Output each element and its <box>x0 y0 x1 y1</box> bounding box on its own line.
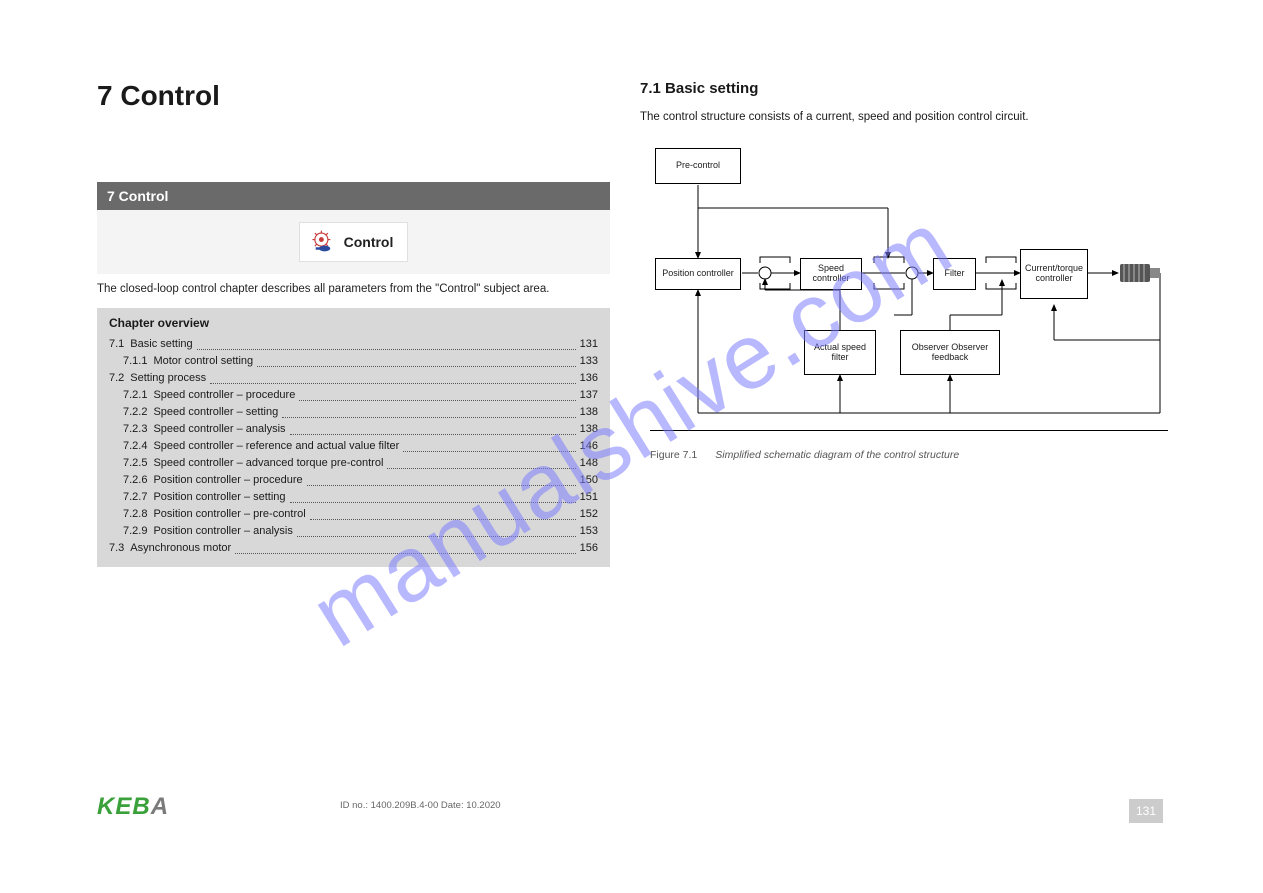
toc-page: 138 <box>580 404 598 421</box>
toc-label: Asynchronous motor <box>130 540 231 557</box>
toc-entry[interactable]: 7.3 Asynchronous motor 156 <box>109 540 598 557</box>
toc-page: 156 <box>580 540 598 557</box>
toc-leader-dots <box>290 486 576 503</box>
toc-page: 136 <box>580 370 598 387</box>
toc-number: 7.2.9 <box>123 523 147 540</box>
caption-text: Simplified schematic diagram of the cont… <box>715 449 959 461</box>
control-button: Control <box>299 222 409 262</box>
toc-leader-dots <box>257 350 576 367</box>
toc-page: 151 <box>580 489 598 506</box>
toc-page: 133 <box>580 353 598 370</box>
toc-leader-dots <box>282 401 575 418</box>
toc-number: 7.2 <box>109 370 124 387</box>
motor-icon <box>1118 258 1164 288</box>
toc-number: 7.2.7 <box>123 489 147 506</box>
toc-number: 7.2.1 <box>123 387 147 404</box>
toc-number: 7.1 <box>109 336 124 353</box>
toc-page: 131 <box>580 336 598 353</box>
block-current-torque-controller: Current/torque controller <box>1020 249 1088 299</box>
toc-page: 148 <box>580 455 598 472</box>
toc-leader-dots <box>307 469 576 486</box>
toc-leader-dots <box>387 452 575 469</box>
block-filter: Filter <box>933 258 976 290</box>
block-actual-speed-filter: Actual speed filter <box>804 330 876 375</box>
footer-id: ID no.: 1400.209B.4-00 Date: 10.2020 <box>340 800 501 811</box>
toc-leader-dots <box>235 537 575 554</box>
toc-leader-dots <box>210 367 576 384</box>
chapter-contents-title: Chapter overview <box>109 316 598 330</box>
toc-page: 137 <box>580 387 598 404</box>
diagram-caption: Figure 7.1 Simplified schematic diagram … <box>650 443 1168 461</box>
toc: 7.1Basic setting1317.1.1Motor control se… <box>109 336 598 558</box>
toc-number: 7.2.3 <box>123 421 147 438</box>
toc-number: 7.1.1 <box>123 353 147 370</box>
toc-leader-dots <box>310 503 576 520</box>
control-icon-row: Control <box>97 210 610 274</box>
toc-page: 152 <box>580 506 598 523</box>
toc-page: 150 <box>580 472 598 489</box>
control-structure-diagram: Pre-control Position controller Speed co… <box>650 145 1168 440</box>
section-header: 7 Control <box>97 182 610 210</box>
control-button-label: Control <box>344 234 394 250</box>
toc-leader-dots <box>197 333 576 350</box>
subsection-title: 7.1 Basic setting <box>640 80 1168 97</box>
block-precontrol: Pre-control <box>655 148 741 184</box>
toc-number: 7.3 <box>109 540 124 557</box>
toc-label: Basic setting <box>130 336 192 353</box>
toc-leader-dots <box>297 520 576 537</box>
footer-page-number: 131 <box>1129 799 1163 823</box>
right-column: 7.1 Basic setting The control structure … <box>640 80 1168 125</box>
toc-page: 146 <box>580 438 598 455</box>
toc-leader-dots <box>299 384 575 401</box>
intro-text: The closed-loop control chapter describe… <box>97 282 610 298</box>
toc-page: 153 <box>580 523 598 540</box>
toc-label: Position controller – pre-control <box>153 506 305 523</box>
toc-leader-dots <box>290 418 576 435</box>
toc-label: Speed controller – analysis <box>153 421 285 438</box>
toc-number: 7.2.4 <box>123 438 147 455</box>
toc-leader-dots <box>403 435 575 452</box>
toc-number: 7.2.8 <box>123 506 147 523</box>
toc-label: Speed controller – procedure <box>153 387 295 404</box>
block-position-controller: Position controller <box>655 258 741 290</box>
caption-number: Figure 7.1 <box>650 449 697 461</box>
toc-label: Position controller – procedure <box>153 472 302 489</box>
footer-logo: KEBA <box>97 793 169 821</box>
body-paragraph: The control structure consists of a curr… <box>640 109 1168 125</box>
block-observer: Observer Observer feedback <box>900 330 1000 375</box>
toc-number: 7.2.6 <box>123 472 147 489</box>
toc-number: 7.2.2 <box>123 404 147 421</box>
diagram-lines <box>650 145 1168 440</box>
left-column: 7 Control Control Th <box>97 182 610 567</box>
toc-number: 7.2.5 <box>123 455 147 472</box>
diagram-rule <box>650 430 1168 431</box>
block-speed-controller: Speed controller <box>800 258 862 290</box>
page-title: 7 Control <box>97 80 220 112</box>
toc-label: Speed controller – setting <box>153 404 278 421</box>
toc-label: Speed controller – reference and actual … <box>153 438 399 455</box>
gear-icon <box>310 229 336 255</box>
chapter-contents: Chapter overview 7.1 Basic setting 131 7.1.… <box>97 308 610 568</box>
toc-label: Setting process <box>130 370 206 387</box>
toc-label: Position controller – setting <box>153 489 285 506</box>
toc-page: 138 <box>580 421 598 438</box>
